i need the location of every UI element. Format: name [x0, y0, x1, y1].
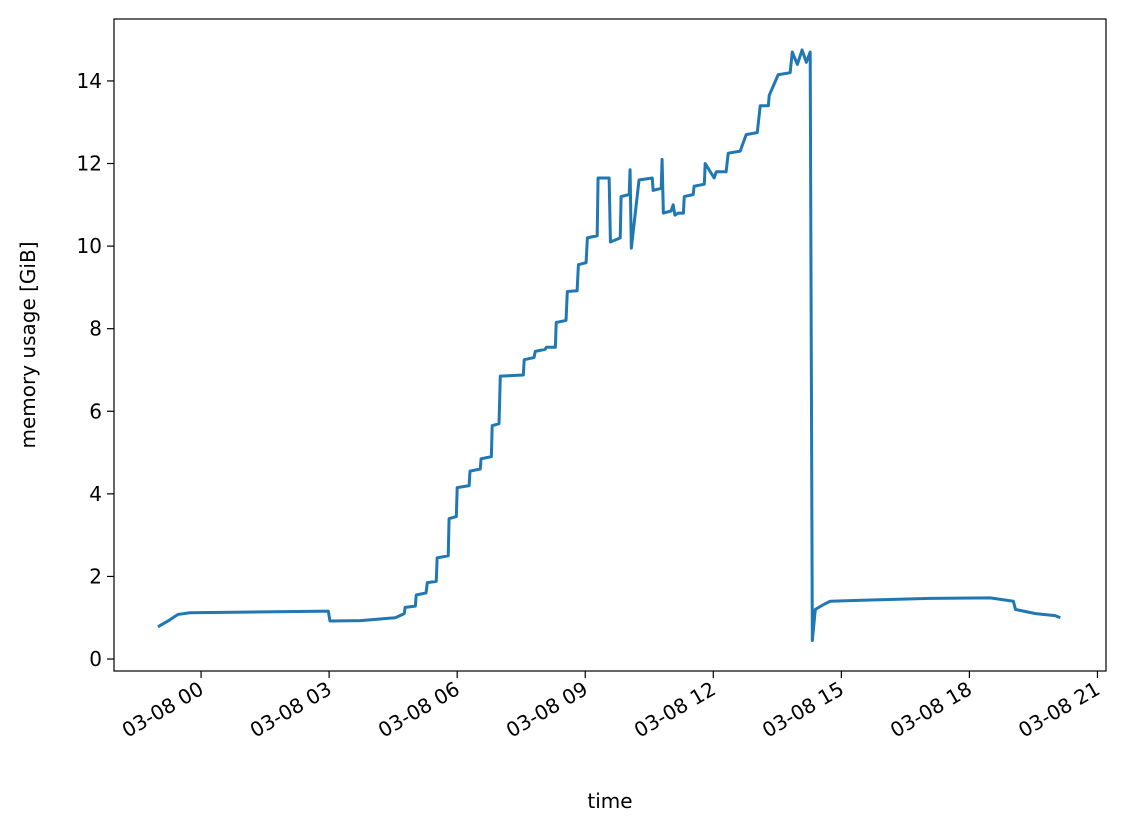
y-tick-label: 10 — [77, 234, 102, 258]
x-tick-label: 03-08 18 — [886, 677, 976, 743]
x-tick-label: 03-08 06 — [374, 677, 464, 743]
y-tick-label: 14 — [77, 69, 102, 93]
x-tick-label: 03-08 21 — [1014, 677, 1104, 743]
x-tick-label: 03-08 09 — [502, 677, 592, 743]
y-tick-label: 0 — [89, 647, 102, 671]
y-axis-label: memory usage [GiB] — [16, 241, 40, 448]
x-axis-label: time — [587, 789, 632, 813]
y-tick-label: 2 — [89, 564, 102, 588]
y-tick-label: 8 — [89, 317, 102, 341]
x-tick-label: 03-08 00 — [118, 677, 208, 743]
x-tick-label: 03-08 15 — [758, 677, 848, 743]
y-tick-label: 6 — [89, 399, 102, 423]
x-tick-label: 03-08 12 — [630, 677, 720, 743]
y-tick-label: 12 — [77, 152, 102, 176]
y-tick-label: 4 — [89, 482, 102, 506]
data-line — [157, 48, 1061, 642]
x-tick-label: 03-08 03 — [246, 677, 336, 743]
plot-frame — [113, 18, 1107, 672]
